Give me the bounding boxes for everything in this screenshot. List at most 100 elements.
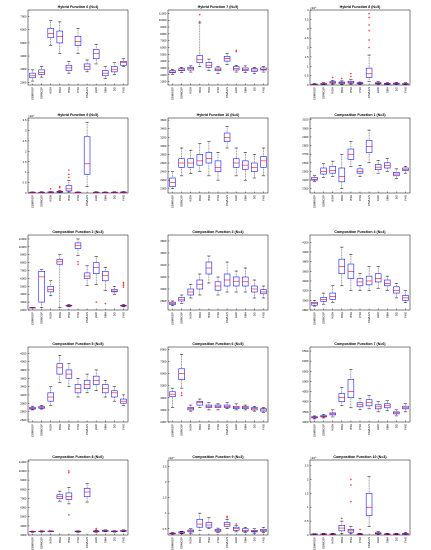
box-body: [260, 67, 267, 71]
box-2: [329, 160, 336, 177]
y-tick-label: 6000: [160, 372, 167, 376]
box-8: [384, 533, 391, 535]
y-tick-label: 7000: [160, 360, 167, 364]
outlier-point: [368, 16, 370, 19]
box-6: [365, 129, 373, 164]
x-tick-label: HHO: [94, 86, 98, 93]
y-tick-label: 5000: [160, 384, 167, 388]
box-9: [393, 82, 400, 85]
box-7: [374, 81, 382, 85]
box-10: [120, 58, 127, 67]
y-tick-label: 2300: [302, 187, 309, 191]
y-tick-label: 2: [307, 46, 309, 50]
y-tick-label: 3000: [302, 298, 309, 302]
box-9: [251, 406, 258, 412]
y-tick-label: 3600: [160, 118, 167, 122]
box-5: [356, 273, 364, 291]
box-5: [356, 165, 364, 177]
subplot: Composition Function 6 (N=5) 2000 3000 4000…: [160, 342, 269, 437]
y-tick-label: 3000: [302, 126, 309, 130]
x-tick-label: CMA-ES: [85, 87, 89, 98]
box-7: [92, 369, 100, 391]
box-0: [29, 530, 36, 533]
x-tick-label: SMA: [243, 87, 247, 93]
x-tick-label: SMA: [243, 537, 247, 543]
box-5: [214, 66, 222, 74]
y-tick-label: 7000: [160, 39, 167, 43]
box-9: [111, 386, 118, 402]
subplot-title: Composition Function 6 (N=5): [192, 342, 244, 346]
y-tick-label: 2000: [160, 187, 167, 191]
box-2: [187, 149, 194, 174]
box-body: [196, 401, 204, 406]
box-body: [56, 30, 64, 44]
y-tick-label: 11000: [19, 237, 27, 241]
box-5: [74, 530, 82, 533]
x-tick-label: EBMRIOP: [313, 312, 317, 325]
box-2: [187, 528, 194, 534]
y-tick-label: 0: [307, 83, 309, 87]
box-6: [223, 261, 231, 293]
box-1: [178, 354, 185, 389]
box-4: [65, 304, 73, 308]
y-tick-label: 2500: [302, 169, 309, 173]
box-body: [111, 390, 118, 398]
subplot-title: Composition Function 8 (N=6): [52, 455, 104, 459]
y-tick-label: 2800: [20, 410, 27, 414]
y-tick-label: 6000: [20, 276, 27, 280]
box-7: [232, 147, 240, 177]
plot-area: [309, 117, 411, 194]
x-tick-label: DO: [394, 536, 398, 541]
subplot-title: Composition Function 4 (N=4): [334, 230, 386, 234]
box-9: [251, 279, 258, 299]
y-tick-label: 2900: [302, 135, 309, 139]
x-tick-label: HHO: [94, 311, 98, 318]
y-tick-label: 6000: [20, 28, 27, 32]
box-1: [320, 292, 327, 305]
plot-area: [27, 117, 129, 194]
box-8: [102, 267, 109, 291]
subplot: Composition Function 5 (N=5) 2600 2800 3000…: [20, 342, 129, 437]
y-tick-label: 2000: [20, 80, 27, 84]
x-tick-label: BSA: [67, 537, 71, 543]
y-tick-label: 0.5: [163, 527, 167, 531]
x-tick-label: FHO: [121, 536, 125, 543]
box-5: [214, 403, 222, 411]
x-tick-label: BSA: [207, 87, 211, 93]
box-3: [338, 153, 346, 189]
box-9: [111, 530, 118, 533]
x-tick-label: CMA-ES: [225, 312, 229, 323]
outlier-point: [77, 260, 79, 263]
box-1: [38, 269, 45, 308]
y-tick-label: 6000: [302, 359, 309, 363]
subplot: Composition Function 2 (N=3) 2000 3000 4000…: [19, 230, 129, 325]
x-tick-label: BOA: [58, 424, 62, 430]
box-7: [374, 159, 382, 174]
box-0: [169, 300, 176, 307]
x-tick-label: EBMRIOP: [31, 195, 35, 208]
x-tick-label: CSA: [358, 537, 362, 543]
x-tick-label: HHO: [376, 311, 380, 318]
box-body: [338, 167, 346, 183]
x-tick-label: SMA: [243, 312, 247, 318]
x-tick-label: WOA: [189, 312, 193, 319]
box-0: [29, 191, 36, 194]
box-body: [196, 55, 204, 63]
box-5: [356, 398, 364, 411]
y-tick-label: 3000: [160, 144, 167, 148]
y-tick-label: 3800: [20, 368, 27, 372]
box-7: [92, 256, 100, 285]
box-4: [65, 363, 73, 387]
x-tick-label: EBMO3P: [322, 424, 326, 436]
x-tick-label: FHO: [121, 311, 125, 318]
subplot-title: Composition Function 10 (N=3): [333, 455, 387, 459]
box-4: [205, 141, 213, 177]
y-tick-label: 4000: [160, 59, 167, 63]
x-tick-label: FHO: [261, 86, 265, 93]
box-8: [242, 267, 249, 293]
x-tick-label: EBMO3P: [40, 195, 44, 207]
box-8: [242, 526, 249, 533]
y-tick-label: 3000: [160, 287, 167, 291]
box-body: [374, 273, 382, 283]
outlier-point: [198, 20, 201, 23]
